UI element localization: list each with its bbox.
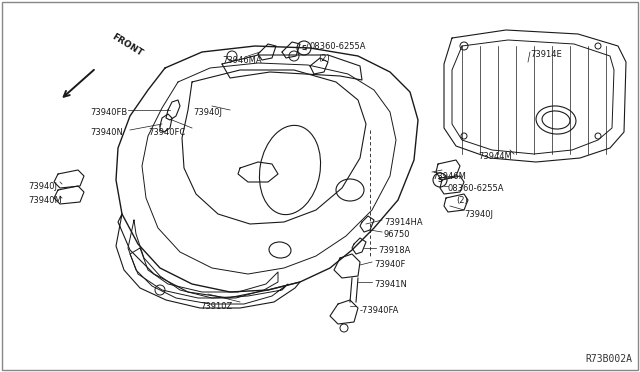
Text: 73944M: 73944M — [478, 152, 512, 161]
Text: 73941N: 73941N — [374, 280, 407, 289]
Text: FRONT: FRONT — [110, 32, 144, 58]
Text: S: S — [301, 45, 307, 51]
Text: 73918A: 73918A — [378, 246, 410, 255]
Text: 73946M: 73946M — [432, 172, 466, 181]
Text: (2): (2) — [318, 54, 330, 63]
Text: 08360-6255A: 08360-6255A — [448, 184, 504, 193]
Text: 73914HA: 73914HA — [384, 218, 422, 227]
Text: R73B002A: R73B002A — [585, 354, 632, 364]
Text: 73940FC: 73940FC — [148, 128, 185, 137]
Text: 96750: 96750 — [384, 230, 410, 239]
Text: 73946MA: 73946MA — [222, 56, 262, 65]
Text: 73940J: 73940J — [464, 210, 493, 219]
Text: 73940J: 73940J — [193, 108, 222, 117]
Text: 73940M: 73940M — [28, 196, 61, 205]
Text: 73940N: 73940N — [90, 128, 123, 137]
Text: 73940J: 73940J — [28, 182, 57, 191]
Text: 73910Z: 73910Z — [200, 302, 232, 311]
Text: S: S — [438, 177, 442, 183]
Text: 73940FB: 73940FB — [90, 108, 127, 117]
Text: 73940F: 73940F — [374, 260, 405, 269]
Text: (2): (2) — [456, 196, 468, 205]
Text: -73940FA: -73940FA — [360, 306, 399, 315]
Text: 73914E: 73914E — [530, 50, 562, 59]
Text: 08360-6255A: 08360-6255A — [310, 42, 367, 51]
